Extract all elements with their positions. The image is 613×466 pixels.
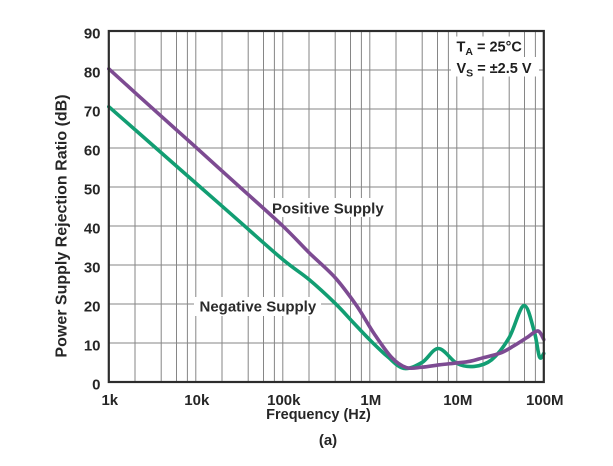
svg-text:100M: 100M	[526, 392, 564, 409]
svg-text:(a): (a)	[319, 432, 337, 449]
svg-text:Positive Supply: Positive Supply	[272, 201, 384, 218]
svg-text:30: 30	[84, 259, 101, 276]
svg-text:Negative Supply: Negative Supply	[200, 299, 317, 316]
svg-text:60: 60	[84, 142, 101, 159]
svg-text:10: 10	[84, 337, 101, 354]
svg-text:80: 80	[84, 64, 101, 81]
svg-text:20: 20	[84, 298, 101, 315]
svg-text:VS = ±2.5 V: VS = ±2.5 V	[457, 61, 532, 80]
svg-text:10M: 10M	[443, 392, 472, 409]
svg-text:90: 90	[84, 25, 101, 42]
svg-text:Power Supply Rejection Ratio (: Power Supply Rejection Ratio (dB)	[54, 94, 71, 357]
svg-text:0: 0	[92, 376, 100, 393]
svg-text:Frequency (Hz): Frequency (Hz)	[266, 407, 371, 423]
svg-text:1k: 1k	[101, 392, 118, 409]
svg-text:50: 50	[84, 181, 101, 198]
svg-text:TA = 25°C: TA = 25°C	[457, 40, 523, 59]
svg-text:100k: 100k	[267, 392, 301, 409]
svg-text:40: 40	[84, 220, 101, 237]
svg-text:1M: 1M	[360, 392, 381, 409]
svg-text:10k: 10k	[184, 392, 210, 409]
svg-text:70: 70	[84, 103, 101, 120]
